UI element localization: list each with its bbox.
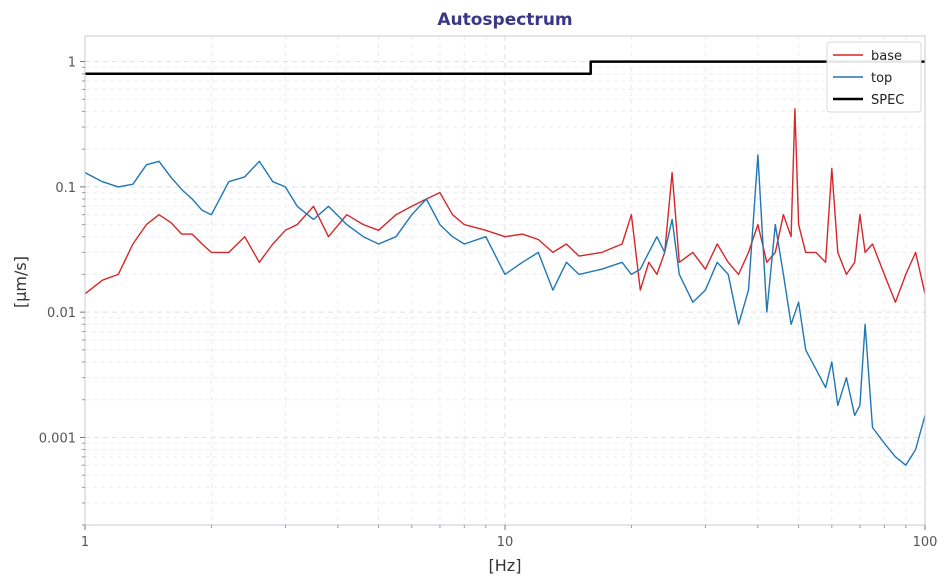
y-tick-label: 0.001 — [39, 431, 76, 446]
series-layer — [84, 60, 926, 466]
series-line-top — [84, 154, 926, 466]
y-tick-label: 1 — [68, 56, 76, 71]
series-line-spec — [85, 60, 925, 75]
series-line-base — [84, 108, 926, 303]
x-tick-label: 100 — [913, 535, 938, 550]
ticks: 1 10 100 1 0.1 0.01 0.001 — [39, 56, 938, 550]
legend-label-top: top — [871, 71, 892, 86]
legend: base top SPEC — [826, 41, 922, 113]
y-tick-label: 0.01 — [47, 306, 76, 321]
legend-label-spec: SPEC — [871, 93, 904, 108]
x-axis-label: [Hz] — [489, 556, 522, 575]
legend-box — [826, 41, 922, 113]
legend-label-base: base — [871, 49, 902, 64]
x-tick-label: 10 — [497, 535, 514, 550]
y-axis-label: [µm/s] — [11, 256, 30, 308]
chart-title: Autospectrum — [437, 10, 572, 30]
x-tick-label: 1 — [81, 535, 89, 550]
y-tick-label: 0.1 — [55, 181, 76, 196]
